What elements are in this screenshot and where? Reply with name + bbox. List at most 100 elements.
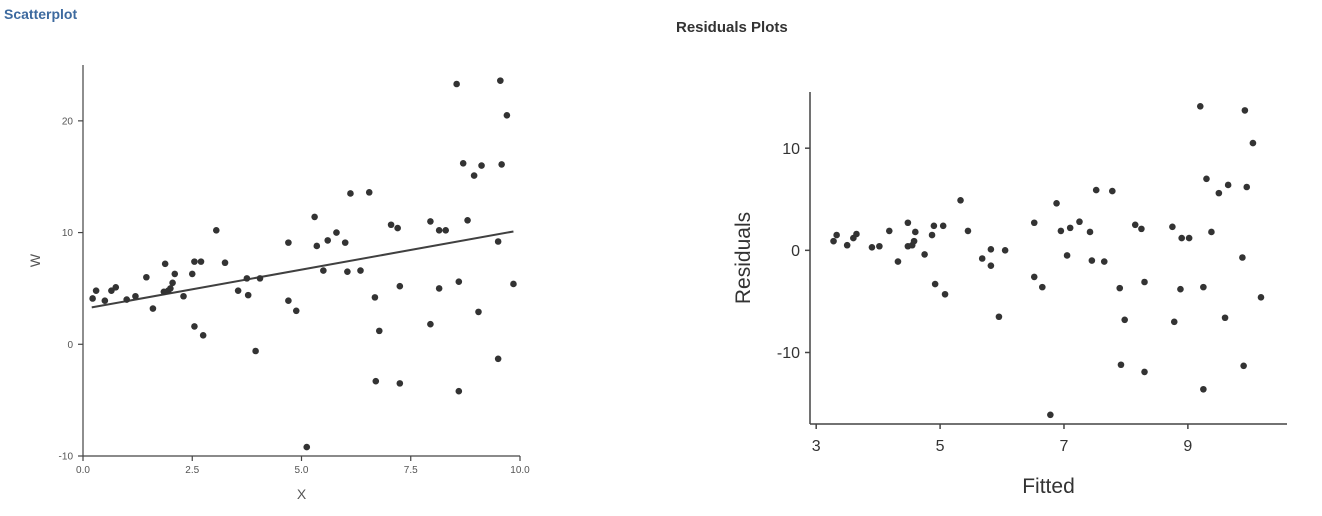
- x-tick-label: 10.0: [510, 465, 530, 476]
- fit-line: [91, 230, 514, 309]
- data-point: [221, 259, 229, 267]
- data-point: [169, 279, 176, 287]
- data-point: [191, 323, 198, 330]
- data-point: [1177, 285, 1184, 293]
- data-point: [1121, 316, 1128, 324]
- data-point: [1030, 273, 1038, 281]
- data-point: [1178, 234, 1185, 242]
- data-point: [112, 284, 120, 291]
- data-point: [921, 251, 928, 258]
- y-tick-label: -10: [777, 345, 800, 362]
- data-point: [957, 196, 964, 204]
- data-point: [928, 231, 936, 239]
- data-point: [1215, 189, 1223, 197]
- data-point: [372, 377, 380, 385]
- data-point: [478, 162, 485, 169]
- data-point: [941, 290, 949, 298]
- data-point: [1249, 139, 1257, 147]
- data-point: [464, 216, 471, 224]
- data-point: [341, 239, 349, 246]
- scatterplot-heading: Scatterplot: [4, 6, 78, 22]
- data-point: [123, 296, 130, 303]
- data-point: [1047, 411, 1054, 419]
- data-point: [1030, 219, 1038, 227]
- data-point: [1116, 284, 1124, 292]
- data-point: [930, 222, 938, 230]
- data-point: [427, 320, 434, 328]
- data-point: [320, 267, 327, 274]
- data-point: [244, 291, 252, 299]
- data-point: [101, 297, 109, 305]
- data-point: [910, 237, 918, 245]
- data-point: [1257, 294, 1265, 301]
- x-tick-label: 5: [936, 438, 945, 455]
- data-point: [1141, 368, 1148, 376]
- data-point: [1053, 200, 1060, 207]
- data-point: [987, 246, 995, 253]
- data-point: [876, 242, 883, 250]
- data-point: [333, 229, 340, 236]
- data-point: [197, 258, 205, 265]
- data-point: [167, 285, 174, 292]
- y-tick-label: 0: [791, 243, 800, 260]
- data-point: [311, 213, 318, 221]
- data-point: [313, 242, 321, 250]
- data-point: [442, 227, 450, 234]
- data-point: [995, 313, 1003, 321]
- data-point: [1240, 362, 1247, 370]
- data-point: [1170, 318, 1178, 326]
- data-point: [904, 219, 912, 227]
- data-point: [1057, 227, 1065, 235]
- data-point: [371, 294, 379, 301]
- data-point: [344, 268, 351, 275]
- data-point: [1241, 107, 1249, 114]
- data-point: [470, 172, 478, 179]
- data-point: [191, 258, 198, 265]
- data-point: [1203, 175, 1210, 183]
- data-point: [455, 387, 463, 395]
- data-point: [453, 80, 460, 88]
- data-point: [285, 297, 292, 305]
- data-point: [475, 308, 482, 316]
- data-point: [394, 224, 401, 232]
- data-point: [143, 273, 150, 281]
- data-point: [1141, 278, 1148, 286]
- data-point: [161, 260, 169, 268]
- data-point: [396, 282, 404, 290]
- y-tick-label: 0: [67, 340, 73, 351]
- data-point: [498, 161, 505, 168]
- data-point: [1100, 258, 1108, 265]
- data-point: [1066, 224, 1074, 232]
- data-point: [89, 295, 96, 302]
- x-tick-label: 2.5: [185, 465, 199, 476]
- data-point: [455, 278, 463, 286]
- y-tick-label: -10: [59, 452, 74, 463]
- data-point: [243, 275, 251, 282]
- data-point: [494, 238, 502, 245]
- data-point: [435, 227, 443, 234]
- residuals-plots-heading: Residuals Plots: [676, 19, 788, 36]
- data-point: [1076, 218, 1083, 226]
- data-point: [212, 227, 220, 234]
- data-point: [494, 355, 502, 363]
- x-tick-label: 9: [1183, 438, 1192, 455]
- data-point: [833, 231, 840, 239]
- data-point: [375, 327, 383, 335]
- data-point: [978, 255, 986, 262]
- data-point: [987, 262, 995, 269]
- scatterplot-chart: 0.0 2.5 5.0 7.5 10.0 -10 0 10 20 X W: [27, 65, 530, 502]
- data-point: [1109, 187, 1116, 195]
- data-point: [234, 287, 242, 294]
- data-point: [180, 292, 187, 300]
- data-point: [347, 190, 354, 197]
- data-point: [510, 280, 517, 288]
- y-tick-label: 20: [62, 116, 74, 127]
- y-tick-label: 10: [62, 228, 74, 239]
- data-point: [1200, 283, 1207, 291]
- data-point: [1001, 247, 1009, 254]
- data-point: [830, 237, 837, 245]
- data-point: [1169, 223, 1176, 231]
- data-point: [1063, 252, 1071, 259]
- data-point: [1196, 103, 1204, 110]
- x-axis-label: Fitted: [1022, 475, 1075, 498]
